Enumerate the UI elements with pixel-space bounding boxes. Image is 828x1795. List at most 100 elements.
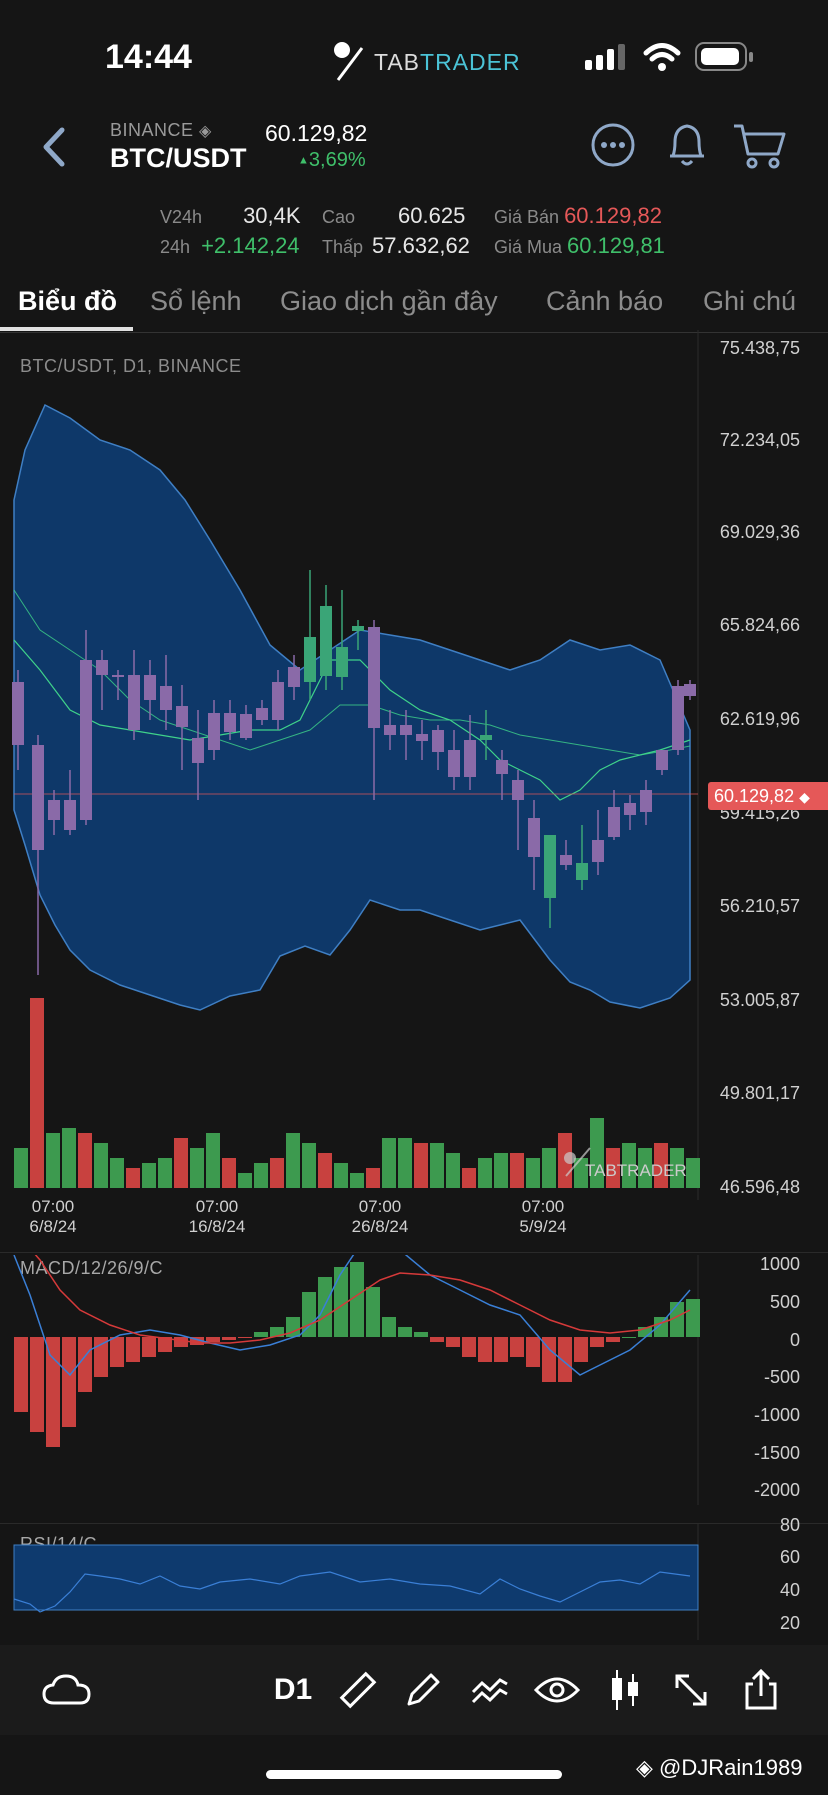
macd-bar — [254, 1332, 268, 1337]
macd-axis-label: 0 — [789, 1330, 800, 1350]
macd-bar — [46, 1337, 60, 1447]
macd-line — [13, 1255, 691, 1377]
macd-signal-line — [34, 1255, 691, 1344]
macd-bar — [590, 1337, 604, 1347]
candle — [432, 730, 444, 752]
macd-bar — [430, 1337, 444, 1342]
tab-alerts[interactable]: Cảnh báo — [546, 286, 664, 316]
tab-chart[interactable]: Biểu đồ — [18, 286, 117, 316]
macd-chart[interactable] — [0, 1255, 828, 1505]
price-axis-label: 53.005,87 — [719, 990, 800, 1010]
tab-notes[interactable]: Ghi chú — [703, 286, 797, 316]
tag-icon: ◆ — [799, 789, 810, 805]
volume-bar — [446, 1153, 460, 1188]
candles-group — [12, 570, 696, 975]
timeframe-button[interactable]: D1 — [273, 1673, 313, 1706]
candle — [96, 660, 108, 675]
eye-icon[interactable] — [532, 1665, 582, 1715]
macd-bar — [622, 1337, 636, 1338]
macd-bar — [670, 1302, 684, 1337]
macd-bar — [638, 1327, 652, 1337]
volume-bar — [142, 1163, 156, 1188]
cloud-icon[interactable] — [42, 1665, 92, 1715]
binance-diamond-icon: ◈ — [199, 123, 212, 140]
rsi-band — [13, 1544, 699, 1611]
candle — [144, 675, 156, 700]
expand-icon[interactable] — [666, 1665, 716, 1715]
candle — [528, 818, 540, 857]
bollinger-band — [13, 403, 691, 1011]
tab-recent-trades[interactable]: Giao dịch gần đây — [280, 286, 498, 316]
volume-bar — [350, 1173, 364, 1188]
volume-bar — [414, 1143, 428, 1188]
volume-bar — [622, 1143, 636, 1188]
price-axis-label: 75.438,75 — [719, 338, 800, 358]
tab-orderbook[interactable]: Sổ lệnh — [150, 286, 242, 316]
indicators-icon[interactable] — [465, 1665, 515, 1715]
rsi-axis-label: 40 — [779, 1580, 800, 1600]
volume-bar — [30, 998, 44, 1188]
rsi-chart[interactable] — [0, 1524, 828, 1640]
macd-bar — [478, 1337, 492, 1362]
volume-bar — [206, 1133, 220, 1188]
signal-icon — [585, 44, 625, 70]
candle — [336, 647, 348, 677]
macd-bar — [542, 1337, 556, 1382]
current-price-tag: 60.129,82 ◆ — [708, 782, 828, 810]
status-time: 14:44 — [105, 38, 192, 76]
volume-bar — [686, 1158, 700, 1188]
bid-label: Giá Mua — [494, 237, 563, 257]
ma-slow-line — [13, 589, 691, 756]
ask-value: 60.129,82 — [564, 203, 662, 228]
price-chart[interactable]: TABTRADER — [0, 330, 828, 1200]
macd-bar — [334, 1267, 348, 1337]
candle — [64, 800, 76, 830]
macd-bar — [110, 1337, 124, 1367]
candle — [240, 714, 252, 738]
price-axis-label: 46.596,48 — [719, 1177, 800, 1197]
candle — [592, 840, 604, 862]
macd-bar — [446, 1337, 460, 1347]
more-options-icon[interactable] — [590, 122, 636, 168]
candle — [608, 807, 620, 837]
v24h-value: 30,4K — [243, 203, 301, 228]
candle — [684, 684, 696, 696]
candle — [368, 627, 380, 728]
macd-bar — [158, 1337, 172, 1352]
symbol-label[interactable]: BTC/USDT — [110, 143, 247, 173]
candles-icon[interactable] — [600, 1665, 650, 1715]
ask-label: Giá Bán — [494, 207, 560, 227]
tabtrader-mark-icon — [334, 42, 364, 81]
macd-axis-label: -1000 — [753, 1405, 800, 1425]
macd-bar — [190, 1337, 204, 1345]
pencil-icon[interactable] — [398, 1665, 448, 1715]
volume-bar — [94, 1143, 108, 1188]
candle — [384, 725, 396, 735]
bell-icon[interactable] — [665, 120, 709, 170]
candle — [656, 750, 668, 770]
volume-bar — [174, 1138, 188, 1188]
brand-trader-text: TRADER — [420, 48, 521, 75]
volume-bar — [318, 1153, 332, 1188]
macd-bar — [574, 1337, 588, 1362]
volume-bar — [574, 1158, 588, 1188]
cart-icon[interactable] — [732, 122, 788, 170]
date-label: 07:00 5/9/24 — [519, 1197, 567, 1236]
volume-bar — [366, 1168, 380, 1188]
volume-group — [14, 998, 700, 1188]
macd-bar — [126, 1337, 140, 1362]
macd-bar — [286, 1317, 300, 1337]
date-label: 07:00 6/8/24 — [29, 1197, 77, 1236]
v24h-label: V24h — [160, 207, 203, 227]
date-label: 07:00 16/8/24 — [188, 1197, 246, 1236]
candle — [464, 740, 476, 777]
stats-col-2: Cao 60.625 Thấp 57.632,62 — [322, 203, 470, 259]
volume-bar — [638, 1148, 652, 1188]
volume-bar — [462, 1168, 476, 1188]
price-axis-label: 72.234,05 — [719, 430, 800, 450]
share-icon[interactable] — [736, 1665, 786, 1715]
back-arrow-icon[interactable] — [38, 126, 68, 168]
volume-bar — [382, 1138, 396, 1188]
volume-bar — [334, 1163, 348, 1188]
ruler-icon[interactable] — [333, 1665, 383, 1715]
